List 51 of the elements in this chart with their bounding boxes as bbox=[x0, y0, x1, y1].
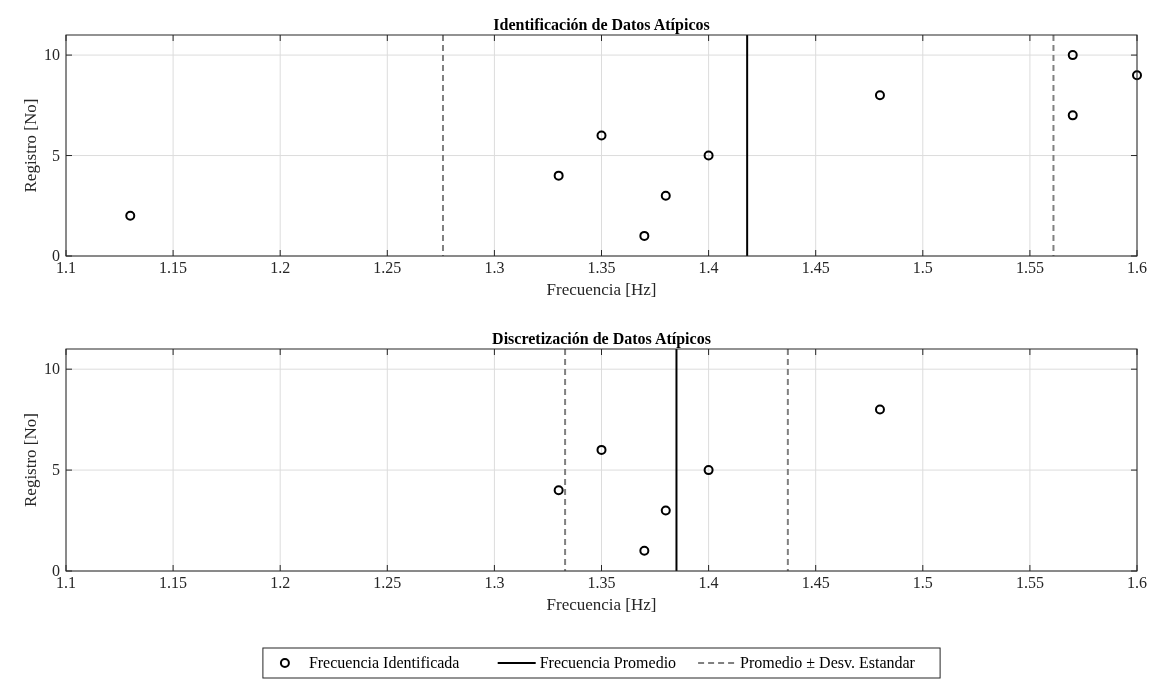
x-tick-label: 1.2 bbox=[270, 259, 291, 276]
x-tick-label: 1.35 bbox=[587, 259, 616, 276]
x-tick-label: 1.45 bbox=[801, 574, 830, 591]
x-tick-label: 1.3 bbox=[484, 574, 505, 591]
point bbox=[639, 545, 650, 556]
point bbox=[639, 230, 650, 241]
x-tick-label: 1.5 bbox=[912, 259, 933, 276]
point bbox=[553, 485, 564, 496]
x-tick-label: 1.4 bbox=[698, 574, 719, 591]
x-tick-label: 1.2 bbox=[270, 574, 291, 591]
chart-title: Discretización de Datos Atípicos bbox=[492, 330, 711, 348]
x-tick-label: 1.4 bbox=[698, 259, 719, 276]
point bbox=[553, 170, 564, 181]
point bbox=[874, 404, 885, 415]
x-tick-label: 1.3 bbox=[484, 259, 505, 276]
point bbox=[1067, 50, 1078, 61]
x-tick-label: 1.55 bbox=[1015, 574, 1044, 591]
y-tick-label: 0 bbox=[52, 562, 60, 579]
x-tick-label: 1.45 bbox=[801, 259, 830, 276]
y-tick-label: 10 bbox=[44, 360, 60, 378]
x-tick-label: 1.15 bbox=[159, 574, 188, 591]
point bbox=[660, 190, 671, 201]
point bbox=[1132, 70, 1142, 81]
x-axis-title: Frecuencia [Hz] bbox=[546, 595, 657, 614]
x-tick-label: 1.35 bbox=[587, 574, 616, 591]
chart-title: Identificación de Datos Atípicos bbox=[493, 16, 710, 34]
point bbox=[125, 210, 136, 221]
point bbox=[596, 130, 607, 141]
y-axis-title: Registro [No] bbox=[21, 413, 40, 507]
y-tick-label: 5 bbox=[52, 461, 60, 479]
legend-label: Promedio ± Desv. Estandar bbox=[740, 654, 916, 671]
x-tick-label: 1.55 bbox=[1015, 259, 1044, 276]
point bbox=[1067, 110, 1078, 121]
y-axis-title: Registro [No] bbox=[21, 98, 40, 193]
point bbox=[874, 90, 885, 101]
y-tick-label: 0 bbox=[52, 247, 60, 264]
point bbox=[596, 444, 607, 455]
y-tick-label: 10 bbox=[44, 46, 60, 64]
x-tick-label: 1.6 bbox=[1127, 574, 1147, 591]
x-tick-label: 1.15 bbox=[159, 259, 188, 276]
x-tick-label: 1.25 bbox=[373, 574, 402, 591]
point bbox=[703, 150, 714, 161]
x-tick-label: 1.6 bbox=[1127, 259, 1147, 276]
point bbox=[660, 505, 671, 516]
point bbox=[703, 465, 714, 476]
x-axis-title: Frecuencia [Hz] bbox=[546, 280, 657, 299]
x-tick-label: 1.5 bbox=[912, 574, 933, 591]
legend-label: Frecuencia Promedio bbox=[539, 654, 677, 671]
y-tick-label: 5 bbox=[52, 146, 60, 164]
x-tick-label: 1.25 bbox=[373, 259, 402, 276]
legend-label: Frecuencia Identificada bbox=[308, 654, 460, 671]
